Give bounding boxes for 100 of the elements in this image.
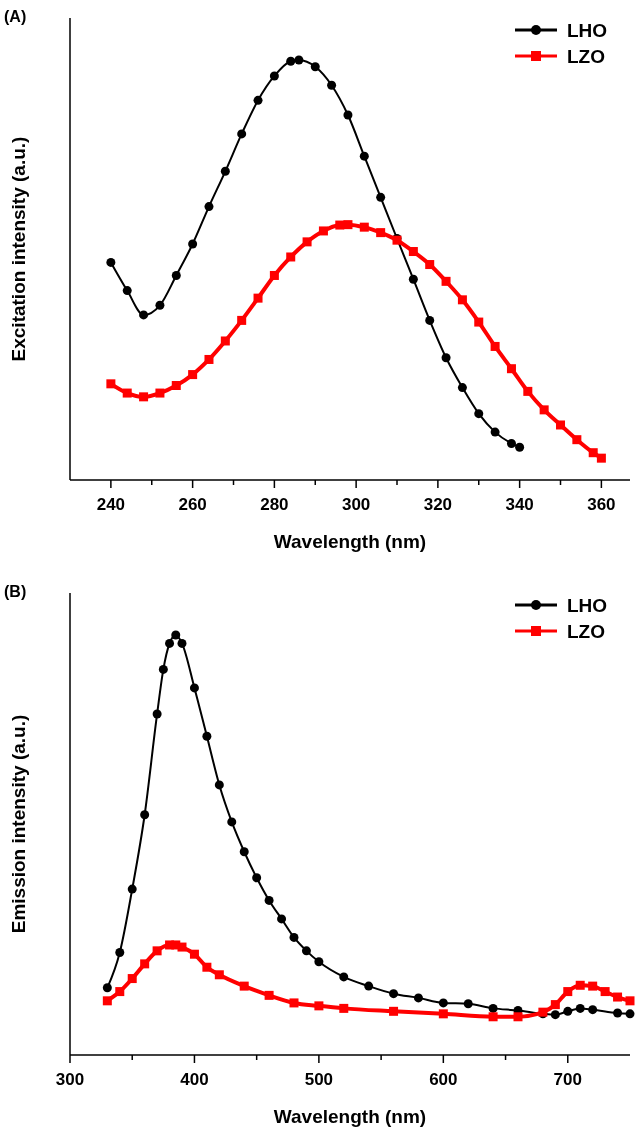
- legend-label: LHO: [567, 595, 608, 616]
- point: [171, 270, 181, 280]
- point: [490, 341, 500, 351]
- point: [513, 1012, 523, 1022]
- point: [202, 731, 212, 741]
- point: [239, 847, 249, 857]
- point: [122, 286, 132, 296]
- point: [220, 166, 230, 176]
- point: [301, 946, 311, 956]
- point: [289, 932, 299, 942]
- point: [237, 129, 247, 139]
- x-tick-label: 240: [96, 495, 126, 514]
- point: [389, 1006, 399, 1016]
- point: [575, 1003, 585, 1013]
- point: [171, 381, 181, 390]
- point: [177, 638, 187, 648]
- point: [227, 817, 237, 827]
- point: [252, 873, 262, 883]
- point: [463, 999, 473, 1009]
- point: [115, 948, 125, 958]
- point: [438, 1009, 448, 1019]
- point: [488, 1012, 498, 1022]
- point: [343, 110, 353, 120]
- point: [237, 315, 247, 325]
- legend-label: LZO: [567, 46, 605, 67]
- point: [139, 392, 149, 402]
- point: [214, 970, 224, 980]
- point: [177, 942, 187, 952]
- point: [106, 257, 116, 267]
- point: [318, 226, 328, 236]
- point: [115, 987, 125, 997]
- point: [264, 990, 274, 1000]
- point: [286, 56, 296, 66]
- x-axis-title: Wavelength (nm): [273, 1106, 427, 1127]
- point: [335, 220, 345, 230]
- point: [277, 914, 287, 924]
- point: [152, 709, 162, 719]
- x-tick-label: 260: [178, 495, 207, 514]
- point: [204, 354, 214, 364]
- point: [343, 220, 353, 230]
- point: [102, 996, 112, 1006]
- point: [214, 780, 224, 790]
- x-tick-label: 500: [304, 1070, 334, 1089]
- point: [588, 1005, 598, 1015]
- point: [364, 981, 374, 991]
- point: [539, 405, 549, 415]
- point: [408, 247, 418, 257]
- point: [506, 438, 516, 448]
- y-axis-title: Emission intensity (a.u.): [8, 714, 29, 934]
- point: [441, 353, 451, 363]
- point: [269, 71, 279, 81]
- point: [563, 987, 573, 997]
- point: [613, 992, 623, 1002]
- point: [438, 998, 448, 1008]
- point: [556, 420, 566, 430]
- point: [189, 683, 199, 693]
- point: [139, 310, 149, 320]
- point: [127, 974, 137, 984]
- point: [310, 62, 320, 72]
- point: [286, 252, 296, 262]
- point: [102, 983, 112, 993]
- point: [425, 315, 435, 325]
- y-axis-title: Excitation intensity (a.u.): [8, 136, 29, 362]
- point: [152, 946, 162, 956]
- point: [155, 388, 165, 398]
- point: [122, 388, 132, 398]
- point: [188, 239, 198, 249]
- point: [158, 664, 168, 674]
- point: [563, 1006, 573, 1016]
- point: [575, 980, 585, 990]
- point: [596, 453, 606, 463]
- point: [613, 1008, 623, 1018]
- point: [457, 383, 467, 393]
- point: [572, 435, 582, 445]
- point: [220, 336, 230, 346]
- chart-title: (A): [4, 8, 27, 25]
- point: [359, 151, 369, 161]
- point: [550, 1000, 560, 1010]
- x-axis-title: Wavelength (nm): [273, 531, 427, 552]
- point: [188, 370, 198, 380]
- point: [359, 222, 369, 232]
- point: [506, 364, 516, 374]
- point: [474, 409, 484, 419]
- point: [127, 884, 137, 894]
- point: [588, 448, 598, 458]
- point: [294, 55, 304, 65]
- point: [457, 295, 467, 305]
- point: [523, 386, 533, 396]
- x-tick-label: 340: [505, 495, 534, 514]
- point: [140, 810, 150, 820]
- point: [376, 228, 386, 238]
- point: [202, 962, 212, 972]
- x-tick-label: 360: [587, 495, 616, 514]
- x-tick-label: 600: [429, 1070, 458, 1089]
- point: [490, 427, 500, 437]
- point: [625, 1009, 635, 1019]
- point: [171, 630, 181, 640]
- x-tick-label: 700: [553, 1070, 582, 1089]
- point: [155, 300, 165, 310]
- point: [327, 80, 337, 90]
